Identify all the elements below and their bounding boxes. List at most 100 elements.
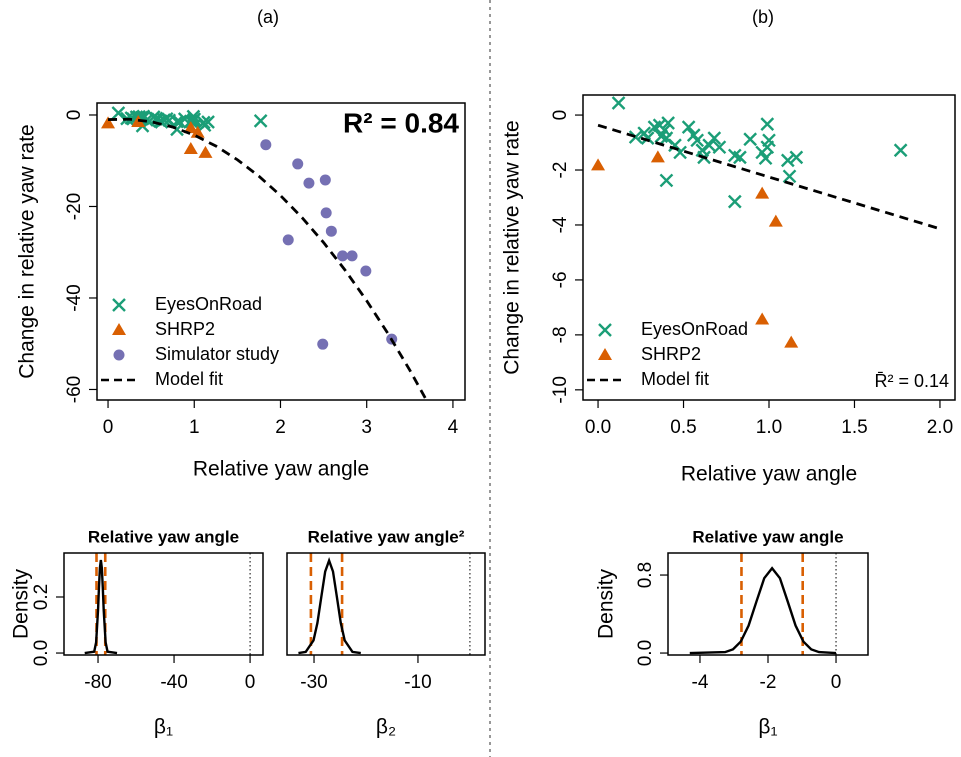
point bbox=[611, 96, 626, 110]
point bbox=[253, 113, 268, 128]
legend-label: Simulator study bbox=[155, 344, 279, 364]
plot-frame bbox=[63, 552, 264, 656]
x-tick-label: 0 bbox=[103, 417, 114, 438]
legend-label: SHRP2 bbox=[155, 319, 215, 339]
panel-label: (a) bbox=[257, 7, 279, 27]
point bbox=[190, 125, 205, 138]
point bbox=[760, 117, 775, 131]
point bbox=[743, 132, 758, 147]
plot-frame bbox=[667, 552, 869, 656]
point bbox=[591, 158, 606, 171]
x-tick-label: 0 bbox=[831, 672, 842, 693]
x-tick-label: 2 bbox=[275, 417, 286, 438]
x-tick-label: -30 bbox=[300, 672, 327, 693]
point bbox=[183, 121, 198, 134]
x-tick-label: 0 bbox=[245, 672, 256, 693]
x-tick-label: -4 bbox=[692, 672, 709, 693]
y-tick-label: 0.8 bbox=[635, 562, 656, 588]
point bbox=[784, 335, 799, 348]
x-tick-label: -10 bbox=[404, 672, 431, 693]
point bbox=[260, 139, 272, 151]
y-tick-label: -20 bbox=[64, 193, 85, 220]
legend-marker bbox=[113, 349, 125, 361]
point bbox=[170, 122, 184, 137]
legend-label: EyesOnRoad bbox=[641, 319, 748, 339]
x-axis-label: Relative yaw angle bbox=[681, 463, 857, 486]
density-curve bbox=[84, 559, 118, 655]
x-tick-label: 0.5 bbox=[670, 417, 696, 438]
plot-frame bbox=[96, 102, 466, 401]
y-tick-label: -40 bbox=[64, 284, 85, 311]
x-tick-label: -80 bbox=[84, 672, 111, 693]
point bbox=[337, 250, 349, 262]
point bbox=[733, 150, 747, 165]
x-axis-label: β₂ bbox=[376, 716, 396, 739]
y-tick-label: -6 bbox=[550, 271, 571, 288]
point bbox=[198, 145, 213, 158]
point bbox=[325, 225, 337, 237]
panel-title: Relative yaw angle bbox=[88, 527, 239, 546]
point bbox=[196, 115, 211, 130]
point bbox=[628, 130, 643, 144]
y-axis-label: Density bbox=[595, 568, 618, 639]
panel-title: Relative yaw angle² bbox=[308, 527, 465, 546]
x-tick-label: -40 bbox=[160, 672, 187, 693]
point bbox=[320, 207, 332, 219]
annotation: R̄² = 0.14 bbox=[874, 371, 949, 391]
y-tick-label: -8 bbox=[550, 326, 571, 343]
legend-marker bbox=[112, 323, 126, 335]
point bbox=[661, 116, 675, 130]
point bbox=[702, 138, 717, 153]
point bbox=[650, 150, 665, 163]
point bbox=[201, 115, 215, 129]
point bbox=[111, 106, 126, 120]
point bbox=[690, 133, 705, 148]
point bbox=[282, 234, 294, 246]
point bbox=[183, 142, 198, 155]
x-axis-label: β₁ bbox=[758, 716, 777, 739]
point bbox=[681, 120, 696, 134]
legend-label: EyesOnRoad bbox=[155, 294, 262, 314]
y-axis-label: Change in relative yaw rate bbox=[16, 124, 39, 378]
point bbox=[668, 138, 682, 153]
legend-marker bbox=[598, 348, 612, 360]
x-tick-label: 1.5 bbox=[841, 417, 867, 438]
x-tick-label: -2 bbox=[760, 672, 777, 693]
y-tick-label: -10 bbox=[550, 376, 571, 403]
point bbox=[762, 133, 776, 148]
plot-frame bbox=[286, 552, 486, 656]
point bbox=[640, 131, 655, 145]
point bbox=[755, 186, 770, 199]
point bbox=[893, 143, 908, 158]
density-curve bbox=[689, 566, 837, 655]
legend-label: Model fit bbox=[155, 369, 223, 389]
y-tick-label: -4 bbox=[550, 216, 571, 233]
point bbox=[303, 177, 315, 189]
point bbox=[659, 173, 674, 188]
y-tick-label: -2 bbox=[550, 162, 571, 179]
point bbox=[101, 116, 116, 129]
point bbox=[789, 150, 804, 165]
point bbox=[780, 153, 795, 168]
x-tick-label: 1 bbox=[189, 417, 200, 438]
point bbox=[319, 174, 331, 186]
annotation: R² = 0.84 bbox=[343, 107, 459, 138]
panel-title: Relative yaw angle bbox=[692, 527, 843, 546]
x-axis-label: β₁ bbox=[154, 716, 173, 739]
y-tick-label: 0.0 bbox=[31, 640, 52, 666]
y-tick-label: -60 bbox=[64, 376, 85, 403]
y-axis-label: Density bbox=[10, 568, 33, 639]
point bbox=[317, 338, 329, 350]
x-axis-label: Relative yaw angle bbox=[193, 458, 369, 481]
point bbox=[360, 265, 372, 277]
point bbox=[707, 131, 722, 145]
point bbox=[758, 151, 773, 166]
y-tick-label: 0.0 bbox=[635, 640, 656, 666]
point bbox=[186, 109, 201, 124]
legend-marker bbox=[112, 298, 126, 312]
x-tick-label: 3 bbox=[361, 417, 372, 438]
point bbox=[768, 214, 783, 227]
y-tick-label: 0 bbox=[550, 110, 571, 121]
